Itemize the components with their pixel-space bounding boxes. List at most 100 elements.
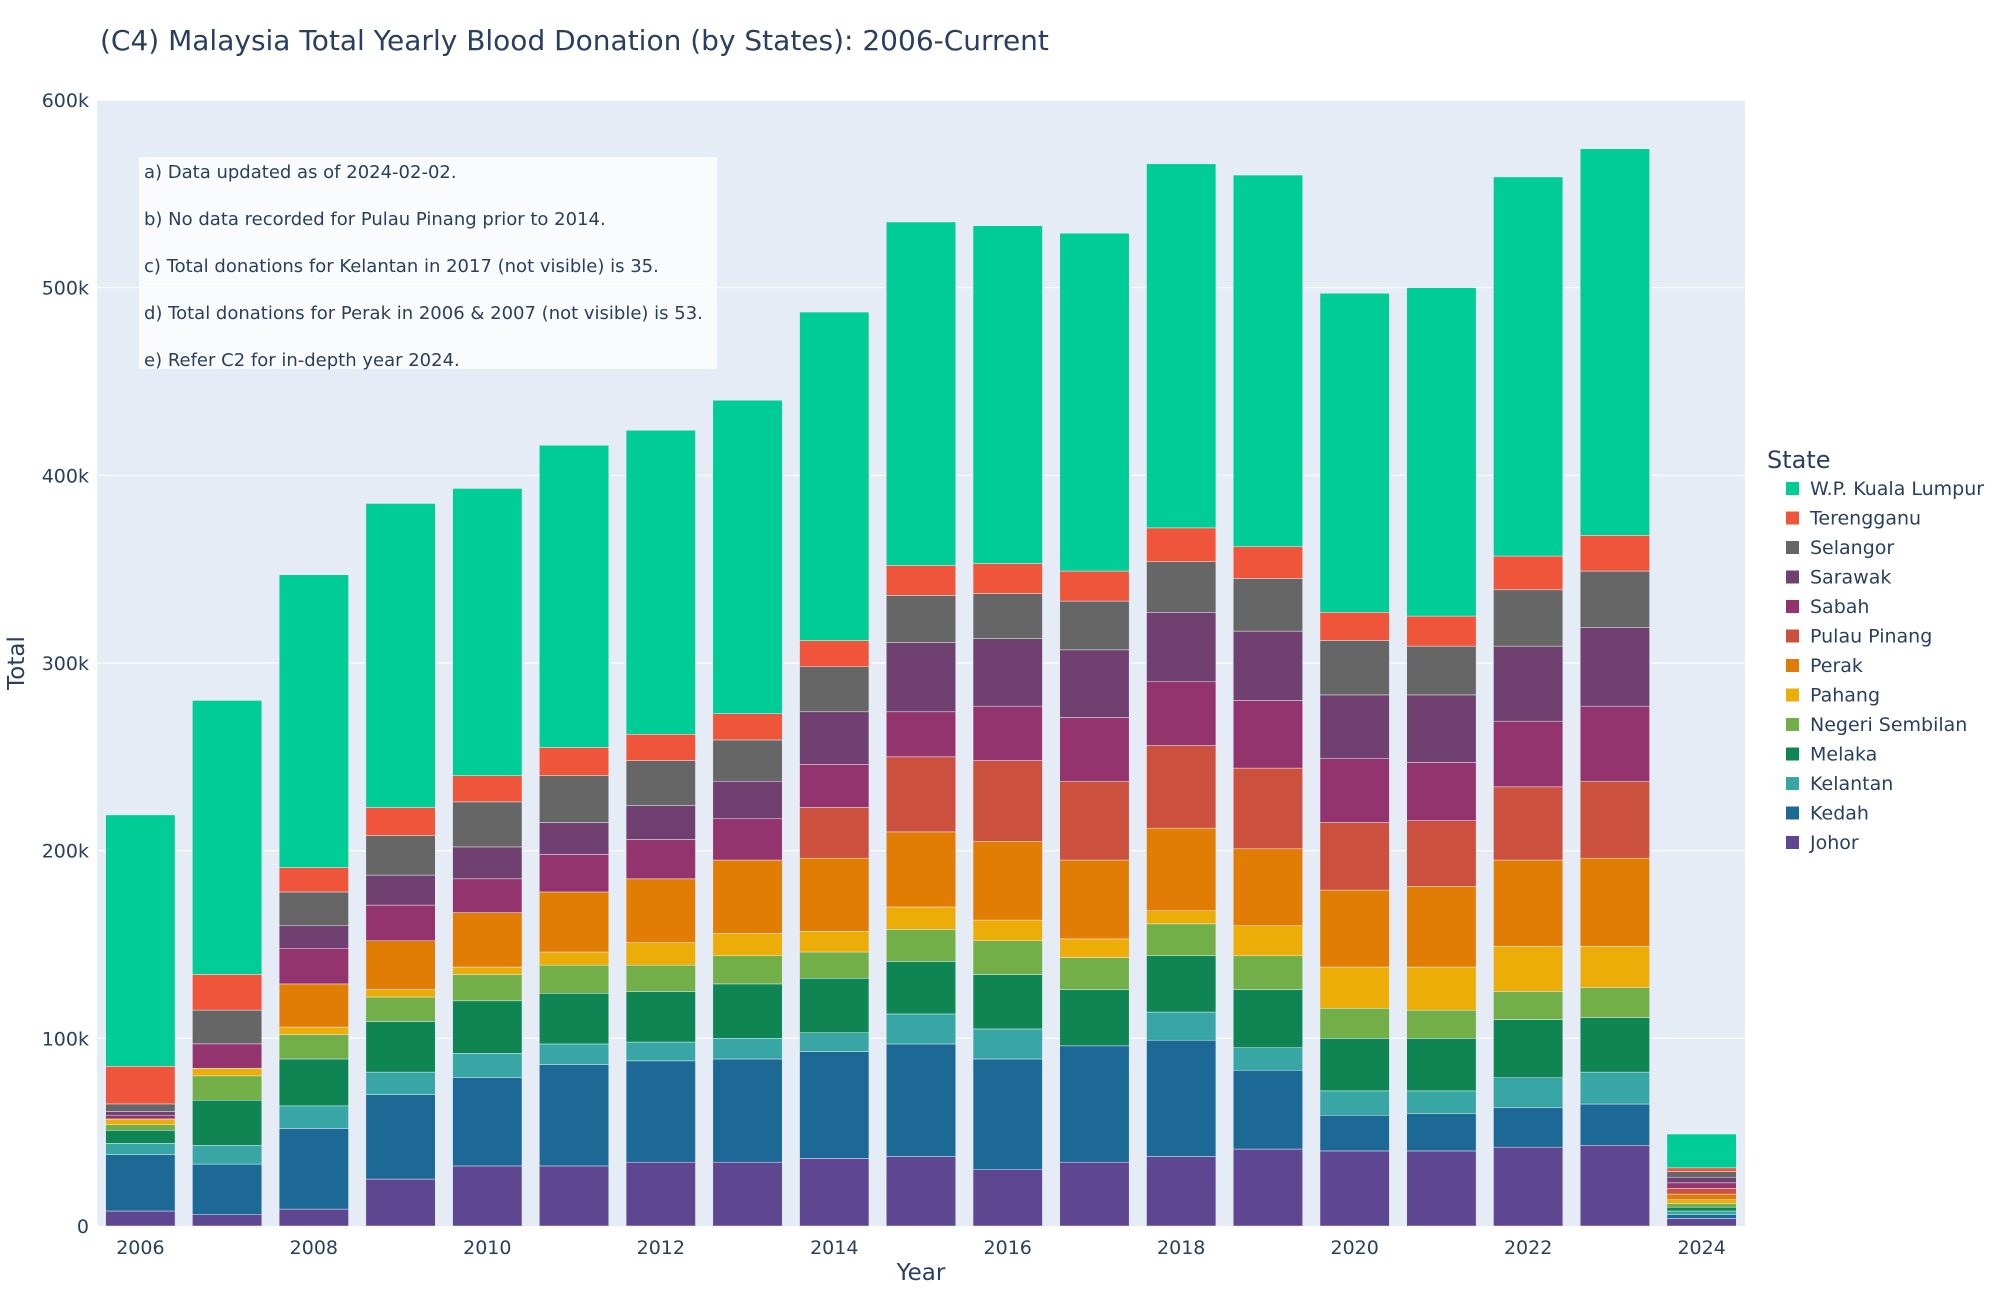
bar-segment[interactable]: [365, 503, 436, 808]
bar-segment[interactable]: [1233, 848, 1303, 926]
bar-segment[interactable]: [1493, 1146, 1564, 1227]
bar-segment[interactable]: [1579, 946, 1650, 988]
bar-segment[interactable]: [1059, 717, 1130, 782]
bar-segment[interactable]: [365, 807, 436, 836]
bar-segment[interactable]: [1406, 966, 1477, 1011]
bar-segment[interactable]: [625, 734, 696, 761]
bar-segment[interactable]: [799, 857, 870, 932]
bar-segment[interactable]: [1406, 820, 1477, 887]
bar-segment[interactable]: [105, 1124, 176, 1131]
bar-segment[interactable]: [1319, 1090, 1390, 1116]
bar-segment[interactable]: [365, 874, 436, 906]
bar-segment[interactable]: [278, 1128, 349, 1210]
bar-segment[interactable]: [625, 1060, 696, 1163]
bar-segment[interactable]: [1579, 1017, 1650, 1073]
bar-segment[interactable]: [886, 961, 956, 1015]
bar-segment[interactable]: [625, 760, 696, 806]
bar-segment[interactable]: [972, 1169, 1043, 1227]
bar-segment[interactable]: [105, 1210, 176, 1227]
bar-segment[interactable]: [712, 780, 783, 820]
bar-segment[interactable]: [1319, 822, 1390, 891]
bar-segment[interactable]: [972, 563, 1043, 594]
bar-segment[interactable]: [1146, 1011, 1217, 1041]
bar-segment[interactable]: [192, 1100, 263, 1146]
bar-segment[interactable]: [1666, 1176, 1737, 1184]
bar-segment[interactable]: [278, 1058, 349, 1107]
bar-segment[interactable]: [192, 1043, 263, 1069]
bar-segment[interactable]: [1493, 645, 1564, 722]
legend-item[interactable]: Selangor: [1786, 537, 1894, 559]
legend-item[interactable]: Perak: [1786, 655, 1863, 677]
bar-segment[interactable]: [452, 1000, 523, 1054]
bar-segment[interactable]: [799, 807, 870, 859]
bar-segment[interactable]: [1579, 1103, 1650, 1146]
bar-segment[interactable]: [886, 1013, 956, 1045]
bar-segment[interactable]: [799, 1158, 870, 1227]
bar-segment[interactable]: [886, 756, 956, 833]
bar-segment[interactable]: [365, 996, 436, 1022]
bar-segment[interactable]: [1059, 649, 1130, 718]
bar-segment[interactable]: [886, 1043, 956, 1157]
bar-segment[interactable]: [972, 940, 1043, 975]
bar-segment[interactable]: [1059, 938, 1130, 958]
bar-segment[interactable]: [1666, 1199, 1737, 1204]
bar-segment[interactable]: [1059, 232, 1130, 572]
bar-segment[interactable]: [1666, 1193, 1737, 1200]
bar-segment[interactable]: [886, 929, 956, 962]
bar-segment[interactable]: [1233, 174, 1303, 547]
bar-segment[interactable]: [192, 1145, 263, 1165]
bar-segment[interactable]: [452, 846, 523, 880]
bar-segment[interactable]: [539, 775, 609, 823]
bar-segment[interactable]: [886, 831, 956, 908]
bar-segment[interactable]: [712, 1161, 783, 1227]
bar-segment[interactable]: [192, 1009, 263, 1045]
bar-segment[interactable]: [625, 964, 696, 992]
bar-segment[interactable]: [1579, 1071, 1650, 1105]
bar-segment[interactable]: [1406, 886, 1477, 968]
bar-segment[interactable]: [1319, 612, 1390, 641]
bar-segment[interactable]: [539, 445, 609, 748]
bar-segment[interactable]: [1146, 681, 1217, 746]
bar-segment[interactable]: [1666, 1167, 1737, 1172]
legend-item[interactable]: Terengganu: [1786, 508, 1921, 530]
bar-segment[interactable]: [886, 595, 956, 643]
bar-segment[interactable]: [972, 919, 1043, 941]
bar-segment[interactable]: [712, 983, 783, 1039]
bar-segment[interactable]: [1579, 857, 1650, 947]
bar-segment[interactable]: [886, 565, 956, 596]
bar-segment[interactable]: [1233, 925, 1303, 957]
legend-item[interactable]: Kedah: [1786, 803, 1869, 825]
bar-segment[interactable]: [278, 948, 349, 985]
bar-segment[interactable]: [1059, 1161, 1130, 1227]
bar-segment[interactable]: [452, 1053, 523, 1078]
bar-segment[interactable]: [886, 221, 956, 566]
bar-segment[interactable]: [278, 1026, 349, 1035]
bar-segment[interactable]: [972, 841, 1043, 921]
bar-segment[interactable]: [1233, 700, 1303, 769]
bar-segment[interactable]: [799, 666, 870, 713]
bar-segment[interactable]: [1579, 535, 1650, 572]
bar-segment[interactable]: [886, 642, 956, 713]
bar-segment[interactable]: [799, 978, 870, 1033]
bar-segment[interactable]: [1493, 946, 1564, 992]
bar-segment[interactable]: [1233, 578, 1303, 632]
bar-segment[interactable]: [799, 951, 870, 979]
bar-segment[interactable]: [1146, 1156, 1217, 1227]
bar-segment[interactable]: [1146, 827, 1217, 911]
bar-segment[interactable]: [1406, 1009, 1477, 1039]
bar-segment[interactable]: [1319, 1115, 1390, 1152]
legend-item[interactable]: W.P. Kuala Lumpur: [1786, 478, 1984, 500]
bar-segment[interactable]: [1493, 176, 1564, 557]
bar-segment[interactable]: [278, 1208, 349, 1227]
legend-item[interactable]: Johor: [1786, 832, 1859, 854]
bar-segment[interactable]: [452, 1165, 523, 1227]
bar-segment[interactable]: [278, 867, 349, 893]
legend-item[interactable]: Sarawak: [1786, 567, 1891, 589]
bar-segment[interactable]: [972, 638, 1043, 707]
bar-segment[interactable]: [105, 1154, 176, 1212]
bar-segment[interactable]: [365, 1021, 436, 1073]
bar-segment[interactable]: [1319, 1008, 1390, 1039]
bar-segment[interactable]: [105, 1103, 176, 1112]
legend-item[interactable]: Melaka: [1786, 744, 1877, 766]
bar-segment[interactable]: [192, 974, 263, 1011]
